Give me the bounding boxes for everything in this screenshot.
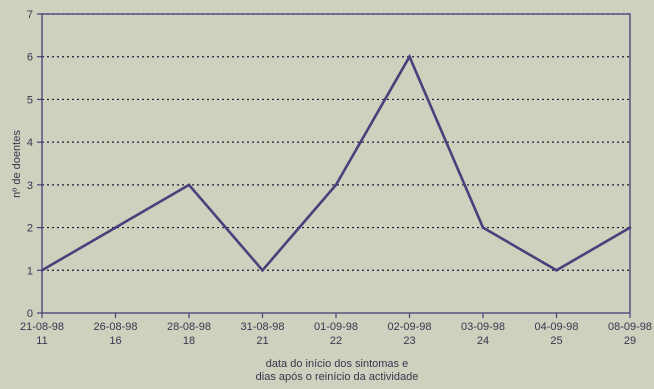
data-point-21-08-98 bbox=[40, 268, 44, 272]
data-point-03-09-98 bbox=[481, 226, 485, 229]
data-point-04-09-98 bbox=[555, 268, 558, 272]
x-tick-label-date: 08-09-98 bbox=[608, 321, 652, 333]
x-tick-label-day: 16 bbox=[109, 335, 121, 347]
x-tick-label-date: 28-08-98 bbox=[167, 321, 211, 333]
x-tick-label-date: 03-09-98 bbox=[461, 321, 505, 333]
data-point-26-08-98 bbox=[114, 226, 117, 229]
x-tick-label-day: 18 bbox=[183, 335, 195, 347]
data-point-28-08-98 bbox=[187, 183, 191, 187]
data-point-31-08-98 bbox=[261, 268, 264, 272]
x-tick-label-day: 24 bbox=[477, 335, 489, 347]
x-tick-label-date: 26-08-98 bbox=[93, 321, 137, 333]
y-tick-label: 2 bbox=[27, 223, 33, 235]
x-tick-label-day: 25 bbox=[550, 335, 562, 347]
x-axis-label-line-1: data do início dos sintomas e bbox=[266, 358, 408, 370]
data-point-02-09-98 bbox=[408, 55, 411, 59]
x-tick-label-day: 23 bbox=[403, 335, 415, 347]
y-tick-label: 5 bbox=[27, 94, 33, 106]
x-tick-labels: 21-08-98 11 26-08-98 16 28-08-98 18 31-08-98 21… bbox=[20, 321, 652, 347]
y-axis-label: nº de doentes bbox=[11, 130, 23, 198]
x-axis-label-line-2: dias após o reinício da actividade bbox=[256, 371, 419, 383]
x-tick-label-day: 11 bbox=[36, 335, 47, 347]
y-tick-label: 1 bbox=[27, 265, 33, 277]
plot-frame bbox=[41, 13, 631, 314]
x-tick-label-day: 29 bbox=[624, 335, 636, 347]
y-tick-label: 7 bbox=[27, 9, 33, 21]
data-point-01-09-98 bbox=[334, 183, 338, 187]
x-tick-label-date: 02-09-98 bbox=[387, 321, 431, 333]
x-tick-label-date: 31-08-98 bbox=[240, 321, 284, 333]
y-tick-label: 3 bbox=[27, 180, 33, 192]
y-tick-label: 6 bbox=[27, 52, 33, 64]
x-tick-label-day: 21 bbox=[256, 335, 268, 347]
series bbox=[40, 53, 632, 273]
y-tick-label: 0 bbox=[27, 308, 33, 320]
x-tick-label-date: 01-09-98 bbox=[314, 321, 358, 333]
series-line bbox=[41, 53, 631, 273]
x-tick-label-date: 04-09-98 bbox=[534, 321, 578, 333]
x-tick-label-date: 21-08-98 bbox=[20, 321, 64, 333]
y-tick-labels: 0 1 2 3 4 5 6 7 bbox=[27, 9, 33, 320]
gridlines bbox=[42, 13, 630, 271]
y-tick-label: 4 bbox=[27, 137, 33, 149]
x-tick-label-day: 22 bbox=[330, 335, 342, 347]
data-point-08-09-98 bbox=[628, 226, 632, 229]
axes bbox=[37, 13, 631, 318]
